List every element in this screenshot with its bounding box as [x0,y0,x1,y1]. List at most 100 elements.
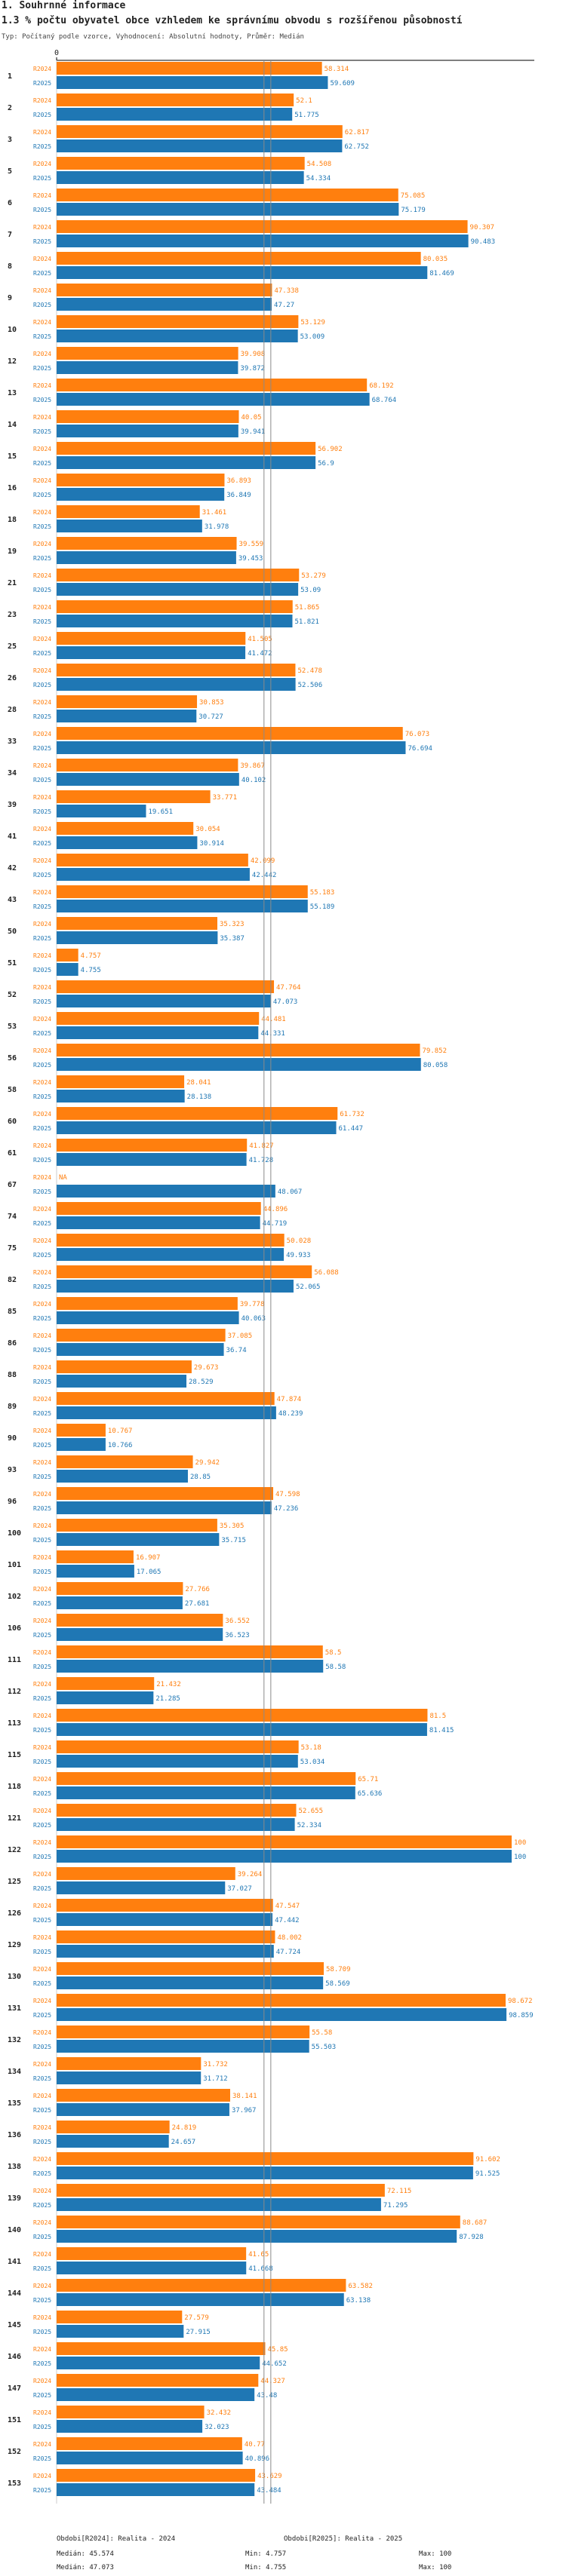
series-label: R2025 [33,1093,51,1100]
bar [57,632,246,645]
series-label: R2025 [33,2360,51,2367]
bar [57,2262,247,2274]
data-label: 63.582 [348,2283,373,2290]
data-label: 44.481 [261,1016,286,1023]
data-label: 53.09 [300,587,321,594]
series-label: R2024 [33,287,51,294]
series-label: R2024 [33,129,51,136]
series-label: R2024 [33,1301,51,1308]
series-label: R2024 [33,731,51,738]
category-label: 82 [8,1276,17,1284]
series-label: R2024 [33,224,51,231]
category-label: 101 [8,1561,21,1569]
bar [57,678,296,691]
bar [57,1185,275,1198]
series-label: R2024 [33,192,51,199]
data-label: 31.712 [203,2075,228,2083]
series-label: R2025 [33,903,51,910]
series-label: R2024 [33,2029,51,2036]
data-label: 53.009 [300,333,325,341]
data-label: 39.867 [240,762,265,770]
category-label: 102 [8,1593,21,1601]
bar [57,1455,193,1468]
series-label: R2025 [33,270,51,277]
category-label: 28 [8,706,17,714]
data-label: 47.073 [273,998,298,1006]
bar [57,1139,248,1152]
data-label: 45.85 [267,2346,288,2354]
series-label: R2025 [33,1220,51,1227]
data-label: 37.027 [227,1885,252,1893]
bar [57,2089,230,2102]
bar [57,2135,169,2148]
bar [57,1850,512,1863]
category-label: 111 [8,1656,21,1664]
data-label: 31.978 [205,523,229,531]
bar [57,94,294,106]
bar [57,315,299,328]
series-label: R2024 [33,1998,51,2004]
legend-r2024-min: Min: 4.757 [245,2550,287,2558]
data-label: 44.331 [260,1030,285,1038]
series-label: R2024 [33,319,51,326]
data-label: 68.192 [369,382,394,390]
bar [57,2230,457,2243]
bar [57,2437,242,2450]
data-label: 55.503 [312,2044,337,2051]
series-label: R2025 [33,1569,51,1575]
category-label: 145 [8,2321,21,2329]
series-label: R2025 [33,555,51,562]
category-label: 75 [8,1244,17,1253]
bar [57,2103,229,2116]
bar [57,695,198,708]
bar [57,805,146,817]
category-label: 1 [8,72,12,81]
x-tick-label: 0 [54,49,59,57]
category-label: 12 [8,357,17,366]
bar [57,583,299,596]
series-label: R2024 [33,446,51,452]
data-label: 55.58 [312,2029,332,2037]
data-label: 52.506 [298,682,323,689]
series-label: R2025 [33,1759,51,1765]
series-label: R2024 [33,1459,51,1466]
series-label: R2024 [33,97,51,104]
series-label: R2025 [33,998,51,1005]
data-label: 55.189 [310,903,335,911]
series-label: R2024 [33,636,51,642]
bar [57,1265,312,1278]
series-label: R2025 [33,1125,51,1132]
data-label: 19.651 [148,808,173,816]
data-label: 30.914 [199,840,224,848]
bar [57,885,308,898]
chart-subtitle: Typ: Počítaný podle vzorce, Vyhodnocení:… [2,33,304,41]
bar [57,1628,223,1641]
series-label: R2024 [33,2314,51,2321]
data-label: 52.478 [297,667,322,675]
bar [57,1962,325,1975]
series-label: R2025 [33,1378,51,1385]
category-label: 136 [8,2131,21,2139]
data-label: 98.859 [509,2012,534,2019]
series-label: R2024 [33,1047,51,1054]
data-label: 65.636 [358,1790,383,1798]
bar [57,822,194,835]
data-label: 37.085 [228,1332,253,1340]
data-label: 28.529 [189,1378,214,1386]
bar [57,203,399,216]
data-label: 79.852 [423,1047,448,1055]
bar [57,1360,192,1373]
bar [57,646,246,659]
category-label: 121 [8,1814,21,1823]
bar [57,1660,324,1673]
data-label: 51.865 [295,604,320,612]
category-label: 21 [8,579,17,587]
category-label: 86 [8,1339,17,1348]
bar [57,393,370,406]
data-label: 98.672 [508,1998,533,2005]
series-label: R2024 [33,857,51,864]
category-label: 112 [8,1688,21,1696]
bar [57,1976,324,1989]
data-label: 47.724 [276,1949,301,1956]
bar [57,917,217,930]
